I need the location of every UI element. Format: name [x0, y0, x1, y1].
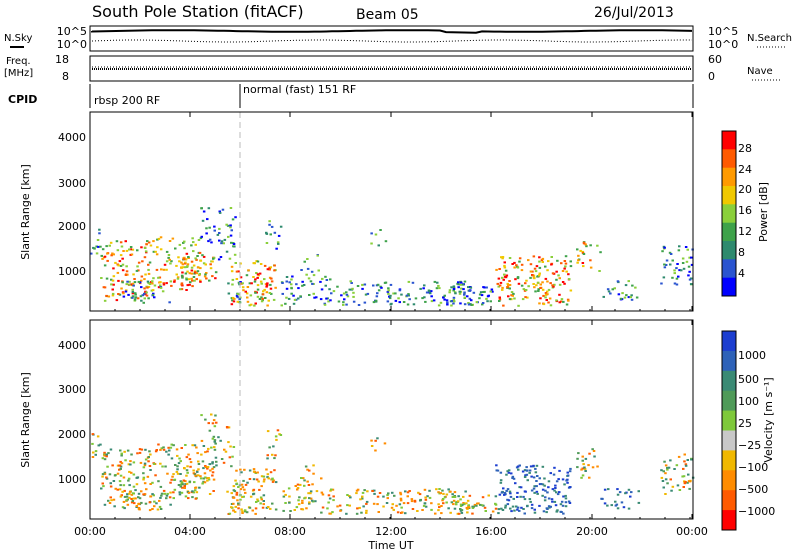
vel-cbar-tick-m25: −25: [738, 439, 761, 452]
vel-cbar-tick-500: 500: [738, 373, 759, 386]
noise-sky-line: [91, 29, 693, 34]
velocity-panel: Slant Range [km] 4000 3000 2000 1000 Vel…: [19, 319, 775, 531]
freq-left-unit: [MHz]: [4, 68, 33, 79]
noise-right-tick-top: 10^5: [708, 25, 738, 38]
frequency-panel: Freq. [MHz] 18 8 60 0 Nave: [4, 53, 782, 83]
cpid-label: CPID: [8, 93, 37, 106]
power-cbar-tick-16: 16: [738, 204, 752, 217]
nave-label: Nave: [747, 66, 773, 77]
power-ylabel: Slant Range [km]: [19, 164, 32, 260]
freq-left-label: Freq.: [6, 56, 31, 67]
freq-right-tick-top: 60: [708, 53, 722, 66]
power-colorbar: [721, 130, 737, 297]
vel-cbar-tick-m1000: −1000: [738, 505, 775, 518]
time-axis: 00:00 04:00 08:00 12:00 16:00 20:00 00:0…: [74, 525, 708, 552]
velocity-ytick-3000: 3000: [58, 383, 86, 396]
cpid-panel: CPID rbsp 200 RF normal (fast) 151 RF: [8, 83, 694, 108]
station-title: South Pole Station (fitACF): [92, 2, 304, 21]
velocity-ytick-1000: 1000: [58, 473, 86, 486]
noise-left-tick-bottom: 10^0: [57, 38, 87, 51]
vel-cbar-tick-100: 100: [738, 395, 759, 408]
noise-left-tick-top: 10^5: [57, 25, 87, 38]
cpid-mode-2: normal (fast) 151 RF: [243, 83, 356, 96]
velocity-ytick-2000: 2000: [58, 428, 86, 441]
noise-panel: N.Sky 10^5 10^0 10^5 10^0 N.Search: [4, 25, 792, 52]
freq-left-tick-bottom: 8: [62, 70, 69, 83]
xaxis-label: Time UT: [367, 539, 413, 552]
power-cbar-tick-20: 20: [738, 183, 752, 196]
velocity-ytick-4000: 4000: [58, 339, 86, 352]
vel-cbar-tick-25: 25: [738, 417, 752, 430]
noise-right-label: N.Search: [747, 33, 792, 44]
power-ytick-1000: 1000: [58, 265, 86, 278]
cpid-mode-1: rbsp 200 RF: [94, 94, 160, 107]
power-ytick-2000: 2000: [58, 220, 86, 233]
vel-cbar-tick-m100: −100: [738, 461, 768, 474]
power-panel: Slant Range [km] 4000 3000 2000 1000 Pow…: [19, 111, 770, 312]
velocity-colorbar: [721, 330, 737, 531]
xtick-0400: 04:00: [174, 525, 206, 538]
beam-label: Beam 05: [356, 7, 419, 23]
xtick-2400: 00:00: [676, 525, 708, 538]
noise-left-label: N.Sky: [4, 33, 32, 44]
noise-right-tick-bottom: 10^0: [708, 38, 738, 51]
power-cbar-tick-8: 8: [738, 246, 745, 259]
velocity-scatter: [91, 413, 695, 515]
xtick-0000: 00:00: [74, 525, 106, 538]
power-ytick-3000: 3000: [58, 177, 86, 190]
freq-left-tick-top: 18: [55, 53, 69, 66]
power-cbar-tick-24: 24: [738, 163, 752, 176]
velocity-ylabel: Slant Range [km]: [19, 372, 32, 468]
power-colorbar-label: Power [dB]: [757, 182, 770, 242]
date-label: 26/Jul/2013: [594, 5, 674, 21]
velocity-colorbar-label: Velocity [m s⁻¹]: [762, 377, 775, 462]
power-ytick-4000: 4000: [58, 131, 86, 144]
xtick-1600: 16:00: [475, 525, 507, 538]
power-cbar-tick-28: 28: [738, 142, 752, 155]
xtick-0800: 08:00: [274, 525, 306, 538]
vel-cbar-tick-m500: −500: [738, 483, 768, 496]
power-cbar-tick-4: 4: [738, 267, 745, 280]
vel-cbar-tick-1000: 1000: [738, 349, 766, 362]
noise-search-line: [91, 39, 692, 43]
xtick-2000: 20:00: [576, 525, 608, 538]
power-cbar-tick-12: 12: [738, 225, 752, 238]
xtick-1200: 12:00: [375, 525, 407, 538]
freq-right-tick-bottom: 0: [708, 70, 715, 83]
